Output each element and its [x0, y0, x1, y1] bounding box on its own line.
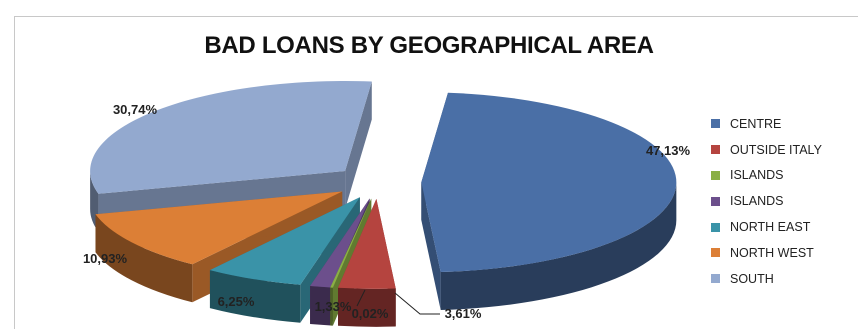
pie-slice [421, 92, 677, 310]
legend-item: NORTH WEST [711, 240, 822, 266]
legend-item: CENTRE [711, 111, 822, 137]
legend-swatch [711, 119, 720, 129]
pie-slice-top [95, 191, 343, 265]
legend-swatch [711, 170, 720, 180]
pie-slice [338, 198, 396, 327]
legend-swatch [711, 274, 720, 284]
legend-swatch [711, 222, 720, 232]
frame-top-border [14, 16, 858, 17]
data-label: 47,13% [646, 143, 691, 158]
legend-label: SOUTH [730, 271, 774, 286]
pie-slice-wall [421, 182, 441, 310]
data-label: 30,74% [113, 102, 158, 117]
pie-slice-side [209, 270, 301, 323]
pie-slice-wall [345, 81, 372, 210]
pie-slice-side [95, 214, 193, 303]
leader-line [394, 292, 440, 315]
leader-line [356, 289, 366, 307]
data-label: 1,33% [315, 299, 352, 314]
data-label: 10,93% [83, 251, 128, 266]
legend-label: OUTSIDE ITALY [730, 142, 822, 157]
pie-slice-side [310, 286, 331, 326]
legend-swatch [711, 248, 720, 258]
chart-legend: CENTRE OUTSIDE ITALY ISLANDS ISLANDS NORTH E… [711, 111, 822, 292]
data-label: 6,25% [218, 294, 255, 309]
data-label: 0,02% [352, 306, 389, 321]
legend-label: ISLANDS [730, 194, 784, 209]
legend-item: ISLANDS [711, 163, 822, 189]
legend-item: NORTH EAST [711, 214, 822, 240]
pie-slice-top [330, 198, 372, 288]
pie-slice-top [209, 197, 360, 285]
legend-swatch [711, 145, 720, 155]
legend-label: CENTRE [730, 116, 782, 131]
pie-slice-side [338, 287, 396, 327]
pie-slice-top [421, 92, 677, 272]
data-label: 3,61% [445, 306, 482, 321]
pie-slice-top [90, 81, 372, 194]
legend-item: OUTSIDE ITALY [711, 137, 822, 163]
legend-item: ISLANDS [711, 188, 822, 214]
pie-slice-top [338, 198, 396, 289]
legend-item: SOUTH [711, 266, 822, 292]
frame-left-border [14, 16, 15, 329]
legend-label: ISLANDS [730, 168, 784, 183]
pie-slice-side [330, 287, 333, 326]
legend-label: NORTH WEST [730, 245, 814, 260]
chart-title: BAD LOANS BY GEOGRAPHICAL AREA [204, 32, 654, 59]
legend-label: NORTH EAST [730, 220, 811, 235]
pie-slice-top [310, 198, 370, 288]
legend-swatch [711, 196, 720, 206]
pie-slice-side [440, 182, 677, 310]
